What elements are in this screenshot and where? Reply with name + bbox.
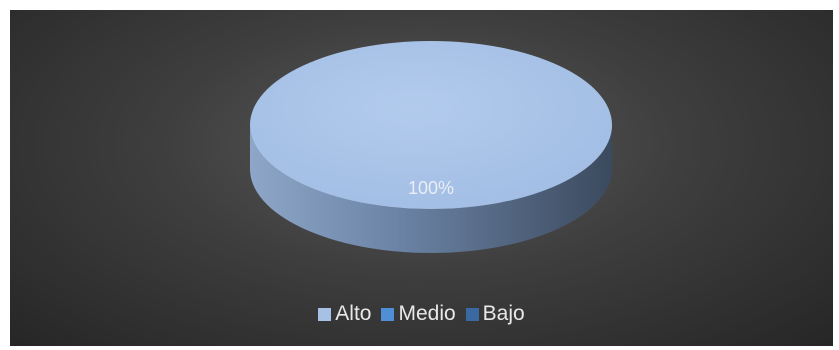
pie-chart-svg: 100% xyxy=(250,41,612,253)
legend-label-bajo: Bajo xyxy=(482,302,525,325)
legend-item-medio: Medio xyxy=(381,302,456,326)
data-label-alto: 100% xyxy=(408,178,454,198)
legend-item-alto: Alto xyxy=(318,302,371,326)
pie-slice-alto-side xyxy=(250,125,612,253)
pie-slices xyxy=(250,41,612,253)
pie-chart: 100% Alto Medio Bajo xyxy=(10,10,833,346)
legend-label-medio: Medio xyxy=(398,302,456,325)
legend-item-bajo: Bajo xyxy=(465,302,525,326)
legend-swatch-bajo xyxy=(465,307,479,321)
legend-swatch-medio xyxy=(381,307,395,321)
pie-slice-alto xyxy=(250,41,612,209)
legend: Alto Medio Bajo xyxy=(10,302,833,326)
legend-label-alto: Alto xyxy=(335,302,372,325)
legend-swatch-alto xyxy=(318,307,332,321)
